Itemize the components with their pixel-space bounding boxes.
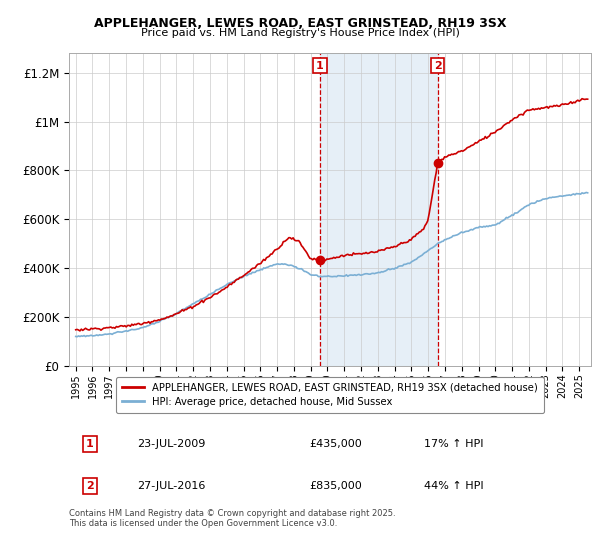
Text: APPLEHANGER, LEWES ROAD, EAST GRINSTEAD, RH19 3SX: APPLEHANGER, LEWES ROAD, EAST GRINSTEAD,… — [94, 17, 506, 30]
Text: 1: 1 — [316, 60, 324, 71]
Text: 2: 2 — [434, 60, 442, 71]
Bar — [320, 53, 438, 366]
Text: 1: 1 — [86, 439, 94, 449]
Text: Price paid vs. HM Land Registry's House Price Index (HPI): Price paid vs. HM Land Registry's House … — [140, 28, 460, 38]
Text: 27-JUL-2016: 27-JUL-2016 — [137, 481, 205, 491]
Text: 17% ↑ HPI: 17% ↑ HPI — [424, 439, 484, 449]
Text: 23-JUL-2009: 23-JUL-2009 — [137, 439, 205, 449]
Text: 44% ↑ HPI: 44% ↑ HPI — [424, 481, 484, 491]
Text: Contains HM Land Registry data © Crown copyright and database right 2025.
This d: Contains HM Land Registry data © Crown c… — [69, 508, 395, 528]
Text: £835,000: £835,000 — [309, 481, 362, 491]
Text: 2: 2 — [86, 481, 94, 491]
Text: £435,000: £435,000 — [309, 439, 362, 449]
Legend: APPLEHANGER, LEWES ROAD, EAST GRINSTEAD, RH19 3SX (detached house), HPI: Average: APPLEHANGER, LEWES ROAD, EAST GRINSTEAD,… — [116, 377, 544, 413]
